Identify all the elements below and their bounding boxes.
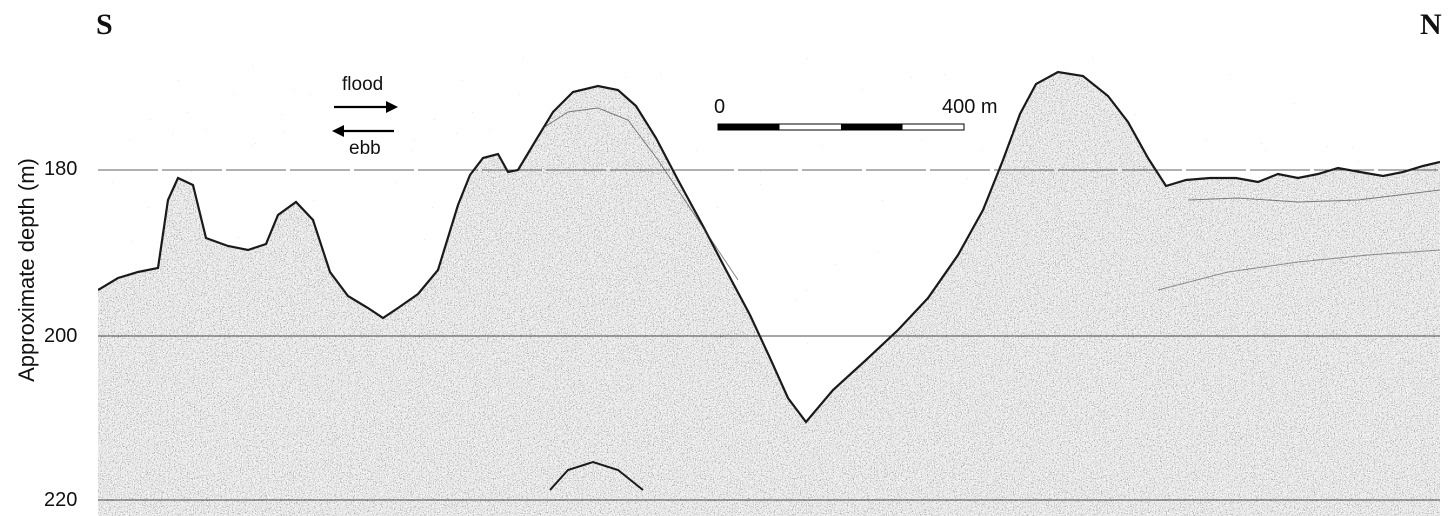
internal-reflector-2 — [1187, 189, 1440, 203]
direction-label-north: N — [1420, 8, 1442, 41]
scale-bar-segment-1 — [718, 124, 780, 130]
flood-label: flood — [340, 74, 386, 96]
y-axis-title: Approximate depth (m) — [12, 130, 42, 410]
y-tick-label-200: 200 — [44, 325, 78, 347]
flood-arrow-icon — [386, 101, 398, 113]
direction-label-south: S — [96, 8, 113, 41]
internal-reflector-3 — [1157, 249, 1440, 291]
ebb-arrow-icon — [332, 125, 344, 137]
scale-bar-segment-3 — [841, 124, 903, 130]
seismic-profile — [98, 50, 1440, 516]
seabed-reflector — [98, 70, 1440, 424]
y-tick-label-180: 180 — [44, 158, 78, 180]
y-tick-label-220: 220 — [44, 489, 78, 511]
ebb-label: ebb — [347, 138, 383, 160]
buried-reflector-top — [549, 460, 644, 491]
y-axis-title-text: Approximate depth (m) — [14, 158, 39, 382]
scale-bar-end-label: 400 m — [940, 96, 1000, 119]
internal-reflector-1 — [542, 107, 739, 281]
scale-bar-start-label: 0 — [712, 96, 728, 119]
